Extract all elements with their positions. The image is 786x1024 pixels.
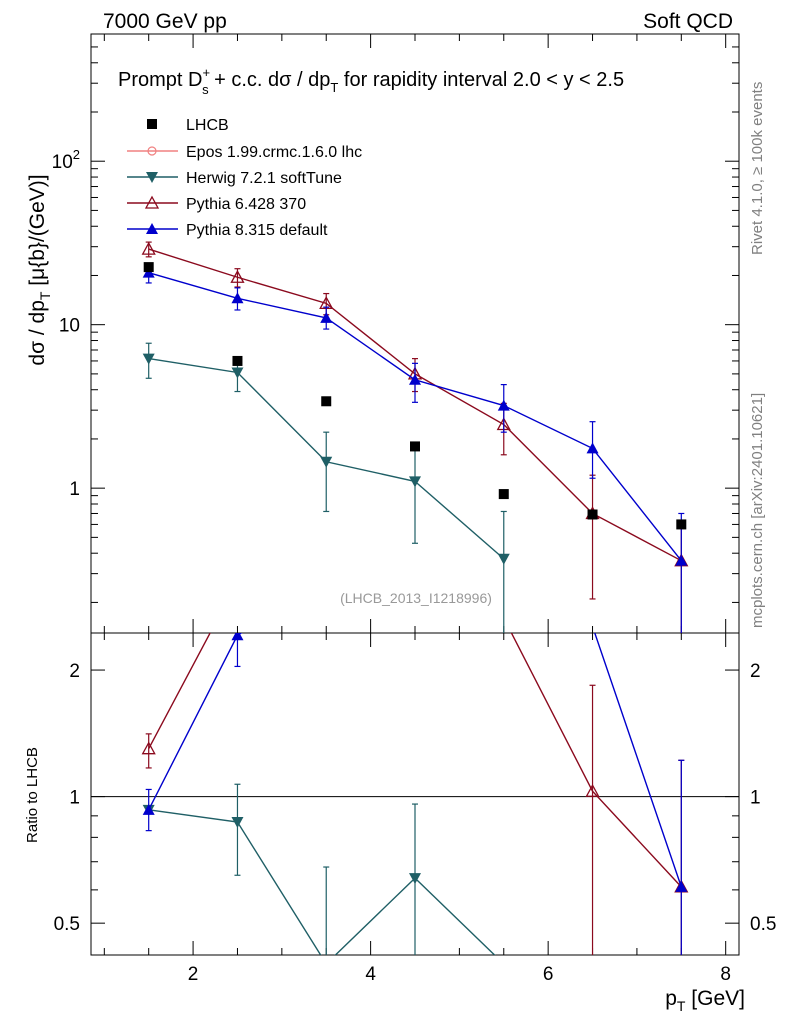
ratio-panel — [141, 539, 689, 970]
pythia8-point — [586, 442, 599, 454]
legend: LHCB Epos 1.99.crmc.1.6.0 lhc Herwig 7.2.1… — [127, 117, 362, 239]
legend-lhcb-label: LHCB — [186, 117, 229, 134]
herwig-ratio-line — [148, 809, 496, 955]
herwig-point — [409, 476, 421, 488]
herwig-ratio-point — [320, 959, 332, 970]
pythia8-point — [142, 266, 155, 278]
legend-pythia8-marker — [146, 223, 158, 234]
pythia8-point — [320, 311, 333, 323]
main-panel — [141, 241, 689, 633]
pythia8-ratio-point — [320, 576, 332, 587]
pythia8-ratio-point — [231, 633, 244, 641]
lhcb-point — [410, 441, 420, 452]
analysis-id: (LHCB_2013_I1218996) — [340, 590, 492, 606]
legend-epos-label: Epos 1.99.crmc.1.6.0 lhc — [186, 144, 362, 161]
ratio-tick-label: 1 — [69, 788, 80, 809]
pythia8-ratio-point — [675, 880, 688, 892]
x-tick-label: 2 — [188, 964, 199, 985]
y-tick-label: 102 — [52, 147, 80, 173]
category-label: Soft QCD — [643, 10, 733, 33]
herwig-point — [231, 367, 244, 379]
pythia6-point — [230, 269, 245, 283]
herwig-point — [142, 353, 155, 365]
title-superscript: + — [202, 65, 210, 80]
pythia6-ratio-point — [585, 783, 600, 797]
x-tick-label: 4 — [365, 964, 376, 985]
legend-pythia6-marker — [144, 195, 160, 209]
herwig-point — [497, 553, 510, 565]
pythia6-ratio-point — [320, 539, 332, 550]
lhcb-point — [232, 355, 243, 366]
lhcb-point — [676, 519, 687, 530]
pythia8-point — [675, 554, 688, 566]
pythia8-point — [409, 373, 421, 385]
axis-ticks: 2 4 6 8 1 10 102 0.5 0.5 1 1 2 2 — [52, 33, 776, 985]
ratio-tick-label: 2 — [69, 661, 80, 682]
y-axis-label: dσ / dpT [μ{b}/(GeV)] — [26, 174, 53, 365]
ratio-axis-label: Ratio to LHCB — [24, 747, 41, 843]
chart-title: Prompt D+ s + c.c. dσ / dpT for rapidity … — [118, 65, 624, 97]
ratio-tick-label-right: 0.5 — [750, 914, 776, 935]
x-tick-label: 8 — [720, 964, 731, 985]
ratio-tick-label: 0.5 — [54, 914, 80, 935]
pythia6-ratio-point — [141, 741, 156, 755]
legend-herwig-label: Herwig 7.2.1 softTune — [186, 170, 342, 187]
legend-epos-marker — [147, 146, 157, 156]
y-tick-label: 10 — [59, 316, 80, 337]
herwig-ratio-point — [498, 959, 510, 970]
pythia6-point — [141, 241, 156, 255]
pythia8-point — [231, 292, 244, 304]
pythia8-ratio-point — [142, 803, 155, 815]
x-tick-label: 6 — [543, 964, 554, 985]
ratio-tick-label-right: 2 — [750, 661, 761, 682]
herwig-ratio-point — [231, 817, 244, 829]
title-subscript: s — [202, 82, 209, 97]
pythia8-point — [497, 399, 510, 411]
lhcb-point — [587, 509, 598, 520]
rivet-label: Rivet 4.1.0, ≥ 100k events — [749, 82, 766, 255]
lhcb-point — [143, 262, 154, 273]
legend-herwig-marker — [146, 172, 158, 183]
ratio-tick-label-right: 1 — [750, 788, 761, 809]
pythia6-ratio-point — [231, 575, 243, 586]
x-axis-label: pT [GeV] — [665, 987, 745, 1014]
legend-lhcb-marker — [147, 119, 157, 129]
source-label: mcplots.cern.ch [arXiv:2401.10621] — [749, 393, 766, 628]
lhcb-point — [321, 396, 332, 407]
herwig-point — [320, 456, 333, 468]
legend-pythia6-label: Pythia 6.428 370 — [186, 196, 306, 213]
herwig-ratio-point — [409, 873, 421, 885]
lhcb-point — [498, 489, 509, 500]
y-tick-label: 1 — [69, 479, 80, 500]
energy-label: 7000 GeV pp — [103, 10, 227, 33]
legend-pythia8-label: Pythia 8.315 default — [186, 222, 328, 239]
